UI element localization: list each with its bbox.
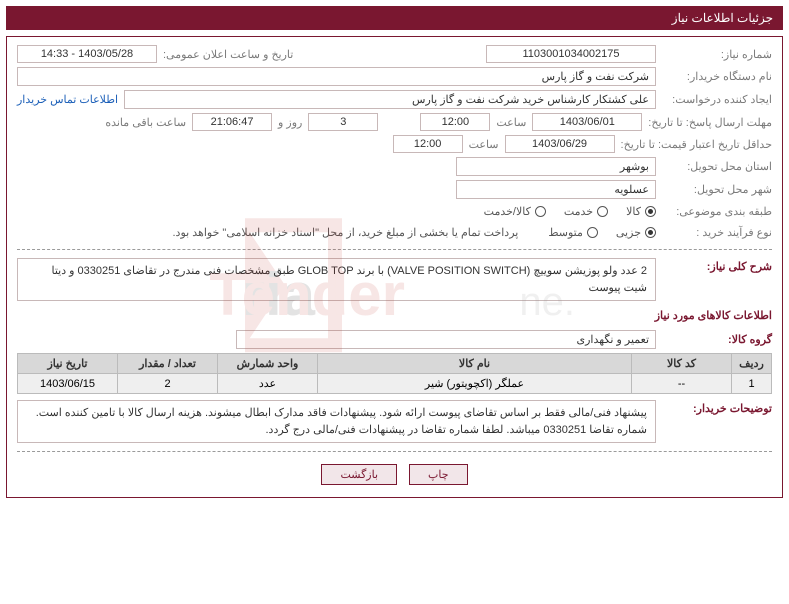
- radio-kala-khadamat-label: کالا/خدمت: [484, 205, 531, 218]
- days-label: روز و: [278, 114, 302, 131]
- city-field: عسلویه: [456, 180, 656, 199]
- buyer-note-label: توضیحات خریدار:: [662, 400, 772, 417]
- province-label: استان محل تحویل:: [662, 158, 772, 175]
- table-row: 1 -- عملگر (اکچویتور) شیر عدد 2 1403/06/…: [18, 374, 772, 394]
- need-no-field: 1103001034002175: [486, 45, 656, 63]
- time-remaining-field: 21:06:47: [192, 113, 272, 131]
- radio-motavasset-label: متوسط: [548, 226, 583, 239]
- announce-label: تاریخ و ساعت اعلان عمومی:: [163, 46, 293, 63]
- process-radios: جزیی متوسط پرداخت تمام یا بخشی از مبلغ خ…: [173, 226, 657, 239]
- items-section-title: اطلاعات کالاهای مورد نیاز: [17, 309, 772, 322]
- validity-label: حداقل تاریخ اعتبار قیمت: تا تاریخ:: [621, 136, 772, 153]
- buyer-org-field: شرکت نفت و گاز پارس: [17, 67, 656, 86]
- th-row: ردیف: [732, 354, 772, 374]
- radio-kala-khadamat[interactable]: [535, 206, 546, 217]
- payment-note: پرداخت تمام یا بخشی از مبلغ خرید، از محل…: [173, 226, 519, 239]
- radio-kala-label: کالا: [626, 205, 641, 218]
- radio-motavasset[interactable]: [587, 227, 598, 238]
- days-remaining-field: 3: [308, 113, 378, 131]
- requester-field: علی کشتکار کارشناس خرید شرکت نفت و گاز پ…: [124, 90, 656, 109]
- details-panel: شماره نیاز: 1103001034002175 تاریخ و ساع…: [6, 36, 783, 498]
- buyer-org-label: نام دستگاه خریدار:: [662, 68, 772, 85]
- deadline-label: مهلت ارسال پاسخ: تا تاریخ:: [648, 114, 772, 131]
- goods-group-label: گروه کالا:: [662, 331, 772, 348]
- th-qty: تعداد / مقدار: [118, 354, 218, 374]
- time-label-2: ساعت: [469, 136, 499, 153]
- contact-link[interactable]: اطلاعات تماس خریدار: [17, 93, 118, 106]
- radio-khadamat-label: خدمت: [564, 205, 593, 218]
- validity-time-field: 12:00: [393, 135, 463, 153]
- td-row: 1: [732, 374, 772, 394]
- th-name: نام کالا: [318, 354, 632, 374]
- th-code: کد کالا: [632, 354, 732, 374]
- items-table: ردیف کد کالا نام کالا واحد شمارش تعداد /…: [17, 353, 772, 394]
- deadline-date-field: 1403/06/01: [532, 113, 642, 131]
- radio-jozie[interactable]: [645, 227, 656, 238]
- category-label: طبقه بندی موضوعی:: [662, 203, 772, 220]
- td-name: عملگر (اکچویتور) شیر: [318, 374, 632, 394]
- print-button[interactable]: چاپ: [409, 464, 468, 485]
- td-date: 1403/06/15: [18, 374, 118, 394]
- announce-field: 1403/05/28 - 14:33: [17, 45, 157, 63]
- th-unit: واحد شمارش: [218, 354, 318, 374]
- need-no-label: شماره نیاز:: [662, 46, 772, 63]
- general-desc-field: 2 عدد ولو پوزیشن سوییچ (VALVE POSITION S…: [17, 258, 656, 301]
- radio-kala[interactable]: [645, 206, 656, 217]
- time-label-1: ساعت: [496, 114, 526, 131]
- validity-date-field: 1403/06/29: [505, 135, 615, 153]
- th-date: تاریخ نیاز: [18, 354, 118, 374]
- td-qty: 2: [118, 374, 218, 394]
- city-label: شهر محل تحویل:: [662, 181, 772, 198]
- radio-jozie-label: جزیی: [616, 226, 641, 239]
- province-field: بوشهر: [456, 157, 656, 176]
- requester-label: ایجاد کننده درخواست:: [662, 91, 772, 108]
- category-radios: کالا خدمت کالا/خدمت: [484, 205, 656, 218]
- back-button[interactable]: بازگشت: [321, 464, 397, 485]
- process-label: نوع فرآیند خرید :: [662, 224, 772, 241]
- td-code: --: [632, 374, 732, 394]
- td-unit: عدد: [218, 374, 318, 394]
- general-desc-label: شرح کلی نیاز:: [662, 258, 772, 275]
- buyer-note-field: پیشنهاد فنی/مالی فقط بر اساس تقاضای پیوس…: [17, 400, 656, 443]
- deadline-time-field: 12:00: [420, 113, 490, 131]
- radio-khadamat[interactable]: [597, 206, 608, 217]
- remaining-label: ساعت باقی مانده: [105, 114, 186, 131]
- header-title: جزئیات اطلاعات نیاز: [6, 6, 783, 30]
- goods-group-field: تعمیر و نگهداری: [236, 330, 656, 349]
